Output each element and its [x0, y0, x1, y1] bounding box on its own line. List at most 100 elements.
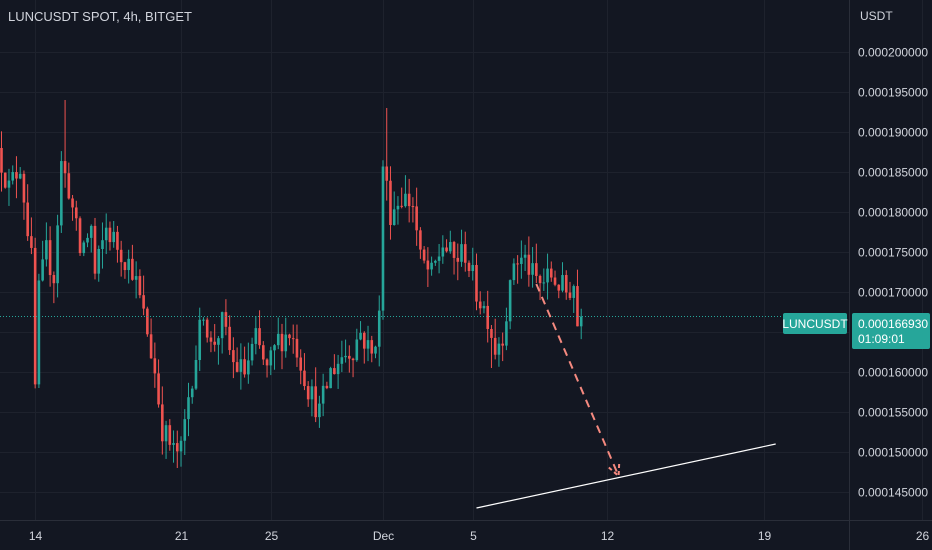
candle[interactable]: [463, 231, 467, 272]
candle[interactable]: [460, 229, 463, 267]
candle[interactable]: [389, 166, 392, 240]
candle[interactable]: [183, 409, 187, 456]
candle[interactable]: [340, 340, 344, 373]
candle[interactable]: [93, 217, 97, 280]
candle[interactable]: [493, 318, 497, 360]
candle[interactable]: [265, 358, 269, 378]
symbol-title[interactable]: LUNCUSDT SPOT, 4h, BITGET: [8, 9, 192, 24]
candle[interactable]: [318, 395, 321, 428]
candle[interactable]: [15, 156, 18, 199]
candle[interactable]: [217, 335, 220, 365]
candle[interactable]: [291, 324, 295, 354]
candle[interactable]: [295, 324, 299, 367]
candle[interactable]: [60, 151, 63, 233]
candle[interactable]: [104, 213, 108, 255]
drawings[interactable]: [476, 283, 776, 509]
candle[interactable]: [82, 240, 86, 257]
candle[interactable]: [161, 386, 164, 455]
candle[interactable]: [67, 162, 71, 200]
candle[interactable]: [224, 299, 228, 336]
candlestick-series[interactable]: [0, 100, 583, 468]
candle[interactable]: [538, 274, 542, 300]
candle[interactable]: [86, 233, 89, 248]
candle[interactable]: [142, 275, 145, 316]
candle[interactable]: [276, 317, 280, 350]
candle[interactable]: [572, 284, 576, 313]
candle[interactable]: [153, 342, 157, 388]
candle[interactable]: [520, 240, 523, 279]
candle[interactable]: [273, 344, 276, 370]
candle[interactable]: [478, 291, 482, 315]
candle[interactable]: [553, 270, 557, 287]
candle[interactable]: [269, 346, 273, 376]
candle[interactable]: [400, 187, 403, 209]
candle[interactable]: [355, 328, 359, 362]
candle[interactable]: [314, 367, 317, 423]
candle[interactable]: [78, 216, 82, 256]
candle[interactable]: [374, 345, 377, 359]
candle[interactable]: [52, 271, 56, 304]
candle[interactable]: [449, 230, 452, 254]
candle[interactable]: [377, 295, 381, 367]
candle[interactable]: [512, 258, 516, 285]
candle[interactable]: [101, 222, 104, 269]
currency-label[interactable]: USDT: [860, 9, 893, 23]
price-axis[interactable]: 0.000145000 0.000150000 0.000155000 0.00016…: [858, 46, 928, 500]
candle[interactable]: [325, 381, 329, 390]
candle[interactable]: [505, 307, 508, 351]
candle[interactable]: [381, 160, 385, 320]
candle[interactable]: [190, 385, 194, 404]
candle[interactable]: [348, 345, 351, 373]
candle[interactable]: [22, 170, 26, 220]
candle[interactable]: [30, 217, 33, 255]
candle[interactable]: [527, 236, 531, 287]
candle[interactable]: [131, 244, 134, 281]
candle[interactable]: [475, 253, 478, 311]
projection-arrow-line[interactable]: [535, 283, 620, 477]
candle[interactable]: [232, 337, 235, 379]
candle[interactable]: [321, 373, 325, 417]
candle[interactable]: [63, 100, 67, 188]
candle[interactable]: [336, 354, 340, 389]
candle[interactable]: [404, 175, 407, 208]
candle[interactable]: [306, 381, 310, 407]
candle[interactable]: [175, 430, 179, 468]
candle[interactable]: [134, 261, 138, 299]
candle[interactable]: [568, 281, 572, 301]
candle[interactable]: [434, 259, 437, 266]
candle[interactable]: [411, 197, 415, 223]
candle[interactable]: [419, 227, 422, 259]
candle[interactable]: [243, 346, 246, 378]
candle[interactable]: [112, 220, 115, 248]
candle[interactable]: [97, 245, 101, 282]
candle[interactable]: [284, 317, 288, 358]
candle[interactable]: [250, 337, 254, 366]
candle[interactable]: [366, 325, 370, 362]
candle[interactable]: [138, 269, 142, 299]
candle[interactable]: [482, 301, 486, 314]
candle[interactable]: [437, 243, 441, 274]
candle[interactable]: [116, 225, 119, 263]
candle[interactable]: [407, 178, 411, 223]
candle[interactable]: [516, 255, 519, 284]
candle[interactable]: [490, 325, 493, 368]
candle[interactable]: [119, 240, 123, 277]
candle[interactable]: [471, 247, 475, 281]
candle[interactable]: [3, 172, 7, 189]
candle[interactable]: [48, 226, 52, 287]
candle[interactable]: [303, 353, 306, 391]
candle[interactable]: [430, 256, 433, 276]
time-axis[interactable]: 14 21 25 Dec 5 12 19 26: [29, 529, 930, 543]
candle[interactable]: [172, 430, 175, 463]
candle[interactable]: [239, 343, 243, 390]
candle[interactable]: [89, 224, 93, 253]
candle[interactable]: [396, 196, 400, 225]
candle[interactable]: [71, 194, 74, 221]
candle[interactable]: [508, 279, 512, 330]
candle[interactable]: [415, 187, 418, 246]
candle[interactable]: [220, 311, 224, 354]
candle[interactable]: [18, 167, 22, 180]
candle[interactable]: [123, 261, 127, 279]
candle[interactable]: [422, 246, 426, 264]
